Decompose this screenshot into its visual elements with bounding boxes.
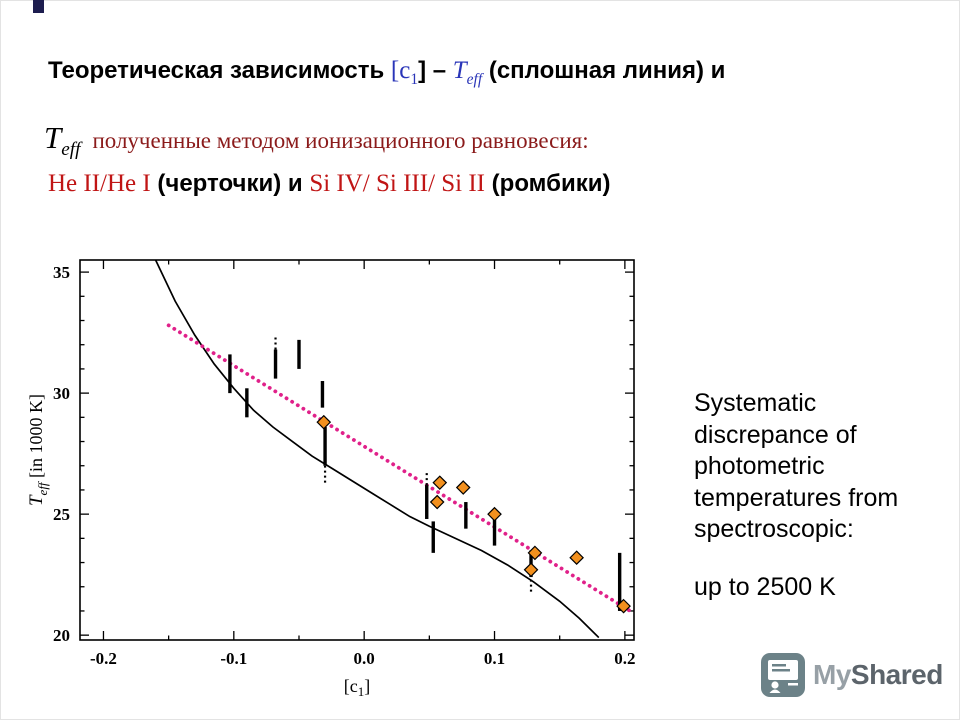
diamond-marker: [527, 545, 543, 561]
x-tick-label: 0.1: [484, 649, 505, 668]
x-tick-label: -0.1: [220, 649, 247, 668]
diamond-marker: [487, 506, 502, 522]
y-tick-label: 25: [53, 505, 70, 524]
diamond-marker: [455, 480, 471, 495]
si-ratio-label: Si IV/ Si III/ Si II: [309, 170, 486, 197]
theoretical-curve: [154, 259, 600, 639]
diamond-marker: [523, 562, 539, 578]
diamond-marker: [569, 550, 584, 566]
myshared-logo[interactable]: MyShared: [760, 652, 943, 698]
y-tick-label: 20: [53, 626, 70, 645]
dashes-note: (черточки) и: [150, 170, 310, 197]
presentation-screen-icon: [761, 653, 805, 697]
x-tick-label: 0.2: [614, 649, 635, 668]
teff-c1-chart: -0.2 -0.1 0.0 0.1 0.2 20 25 30 35 Teff [in 1000 K…: [26, 246, 648, 701]
he-ratio-label: He II/He I: [48, 170, 151, 197]
chart-canvas: -0.2 -0.1 0.0 0.1 0.2 20 25 30 35 Teff [in 1000 K…: [26, 259, 636, 699]
title-line-2: Teff полученные методом ионизационного ра…: [44, 120, 589, 161]
x-tick-label: -0.2: [90, 649, 117, 668]
plot-frame: [79, 259, 635, 641]
diamonds-note: (ромбики): [485, 170, 611, 197]
y-tick-label: 30: [53, 384, 70, 403]
diamond-marker: [616, 598, 631, 614]
title-line-2-text: полученные методом ионизационного равнов…: [92, 128, 589, 153]
fit-dotted-line: [166, 323, 632, 613]
y-tick-label: 35: [53, 263, 70, 282]
x-tick-label: 0.0: [354, 649, 375, 668]
diamond-marker: [316, 414, 332, 430]
slide-corner-mark: [33, 0, 44, 13]
c1-symbol: [c1: [390, 57, 419, 88]
title-line-3: He II/He I (черточки) и Si IV/ Si III/ S…: [48, 170, 610, 198]
side-note: Systematic discrepance of photometric te…: [694, 388, 922, 629]
title-text-2: (сплошная линия) и: [482, 57, 726, 84]
side-note-value: up to 2500 K: [694, 572, 836, 601]
title-text-1: Теоретическая зависимость: [48, 57, 391, 84]
title-line-1: Теоретическая зависимость [c1] – Teff (с…: [48, 57, 725, 89]
x-axis-label: [c1]: [344, 676, 370, 699]
diamond-marker: [432, 475, 448, 491]
teff-symbol-blue: Teff: [452, 57, 483, 88]
side-note-text: Systematic discrepance of photometric te…: [694, 389, 899, 543]
title-dash: ] –: [418, 57, 453, 84]
diamond-marker: [429, 494, 445, 510]
y-axis-label: Teff [in 1000 K]: [28, 394, 50, 506]
teff-symbol-black: Teff: [44, 120, 81, 161]
myshared-logo-text: MyShared: [813, 659, 943, 690]
